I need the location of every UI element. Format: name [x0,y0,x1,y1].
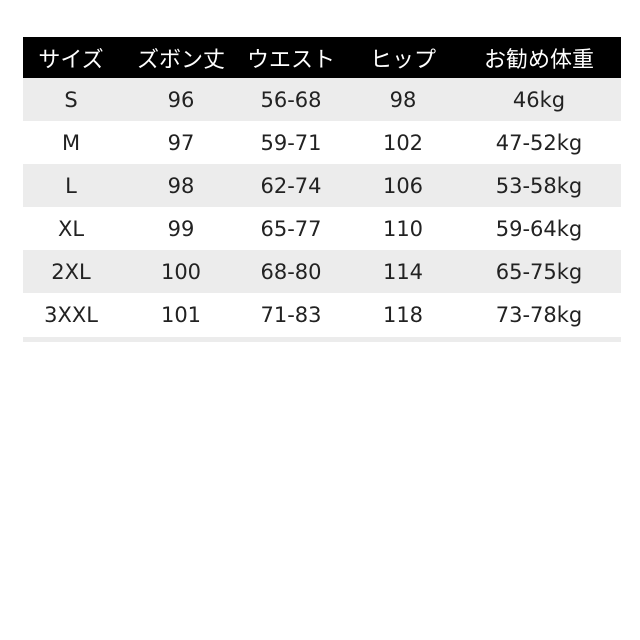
cell-pants-length: 99 [167,216,195,241]
cell-pants-length: 98 [167,173,195,198]
table-row: 3XXL 101 71-83 118 73-78kg [23,293,621,336]
table-row: M 97 59-71 102 47-52kg [23,121,621,164]
table-row: L 98 62-74 106 53-58kg [23,164,621,207]
cell-hip: 114 [382,259,424,284]
header-hip: ヒップ [369,47,436,73]
cell-waist: 71-83 [260,302,322,327]
cell-size: XL [57,216,85,241]
table-header: サイズ ズボン丈 ウエスト ヒップ お勧め体重 [23,37,621,78]
cell-hip: 110 [382,216,424,241]
cell-recommended-weight: 46kg [512,87,566,112]
cell-recommended-weight: 53-58kg [495,173,583,198]
cell-hip: 106 [382,173,424,198]
header-recommended-weight: お勧め体重 [483,47,594,73]
cell-hip: 98 [389,87,417,112]
table-bottom-strip [23,337,621,342]
cell-recommended-weight: 59-64kg [495,216,583,241]
header-size: サイズ [38,47,104,73]
cell-recommended-weight: 73-78kg [495,302,583,327]
cell-recommended-weight: 47-52kg [495,130,583,155]
cell-hip: 102 [382,130,424,155]
cell-waist: 62-74 [260,173,322,198]
cell-pants-length: 97 [167,130,195,155]
header-pants-length: ズボン丈 [136,47,225,73]
table-row: XL 99 65-77 110 59-64kg [23,207,621,250]
size-chart-table: サイズ ズボン丈 ウエスト ヒップ お勧め体重 S 96 56-68 98 46kg M 9… [23,37,621,336]
cell-size: 3XXL [44,302,98,327]
cell-waist: 65-77 [260,216,322,241]
cell-waist: 59-71 [260,130,322,155]
cell-recommended-weight: 65-75kg [495,259,583,284]
cell-hip: 118 [382,302,424,327]
cell-size: S [64,87,78,112]
table-row: 2XL 100 68-80 114 65-75kg [23,250,621,293]
cell-pants-length: 101 [160,302,202,327]
cell-waist: 56-68 [260,87,322,112]
cell-pants-length: 100 [160,259,202,284]
cell-size: M [61,130,81,155]
cell-size: 2XL [51,259,91,284]
cell-waist: 68-80 [260,259,322,284]
cell-pants-length: 96 [167,87,195,112]
header-waist: ウエスト [246,47,335,73]
cell-size: L [65,173,77,198]
table-row: S 96 56-68 98 46kg [23,78,621,121]
